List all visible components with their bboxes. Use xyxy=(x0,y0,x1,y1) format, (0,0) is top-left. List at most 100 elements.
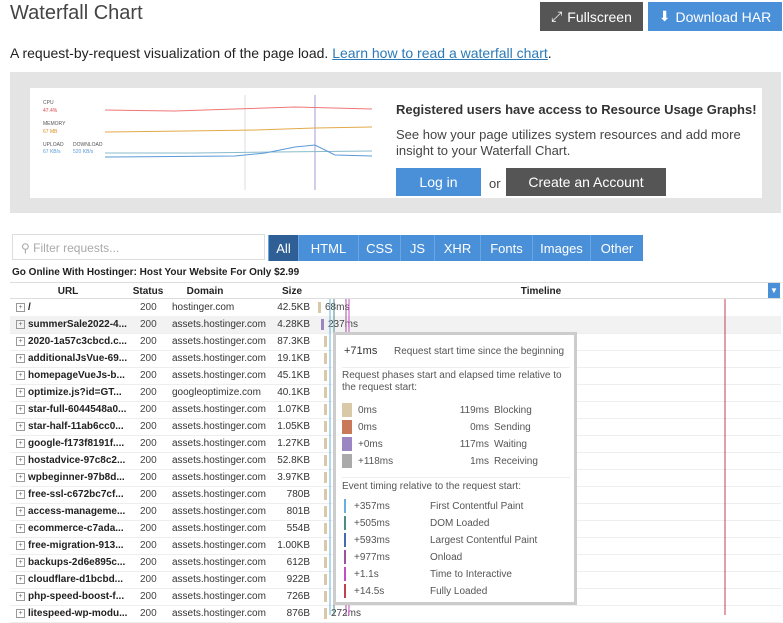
memory-value: 67 MB xyxy=(43,129,58,135)
memory-line xyxy=(104,126,372,133)
upload-value: 67 KB/s xyxy=(43,149,61,155)
filter-tab[interactable]: HTML xyxy=(298,235,358,261)
cpu-line xyxy=(104,106,372,112)
domain: assets.hostinger.com xyxy=(172,438,266,449)
phase-duration: 1ms xyxy=(470,456,489,467)
timeline-bar xyxy=(324,353,327,364)
timeline-bar xyxy=(321,319,324,330)
filter-tab[interactable]: Fonts xyxy=(480,235,532,261)
filter-tab[interactable]: All xyxy=(268,235,298,261)
event-time: +1.1s xyxy=(354,569,379,580)
download-button[interactable]: ⬇ Download HAR xyxy=(648,2,782,31)
size: 40.1KB xyxy=(277,387,310,398)
phase-name: Sending xyxy=(494,422,531,433)
timeline-bar xyxy=(324,455,327,466)
download-label: DOWNLOAD xyxy=(73,142,103,148)
event-swatch xyxy=(344,567,346,581)
url: free-ssl-c672bc7cf... xyxy=(28,489,124,500)
column-header: Domain xyxy=(186,286,224,297)
filter-tab[interactable]: Images xyxy=(532,235,590,261)
or: or xyxy=(489,176,501,191)
url: wpbeginner-97b8d... xyxy=(28,472,125,483)
timeline-bar xyxy=(324,523,327,534)
table-row[interactable]: + php-speed-boost-f... 200 assets.hostinger… xyxy=(10,588,781,606)
phase-swatch xyxy=(342,420,352,434)
timeline-bar xyxy=(324,540,327,551)
start: +71ms xyxy=(344,345,378,357)
event-name: Onload xyxy=(430,552,463,563)
phase-duration: 0ms xyxy=(470,422,489,433)
domain: assets.hostinger.com xyxy=(172,591,266,602)
status: 200 xyxy=(140,404,157,415)
intro-end: . xyxy=(547,45,552,61)
domain: assets.hostinger.com xyxy=(172,455,266,466)
status: 200 xyxy=(140,608,157,619)
learn-link[interactable]: Learn how to read a waterfall chart xyxy=(332,45,548,61)
filter-tab[interactable]: CSS xyxy=(358,235,400,261)
size: 87.3KB xyxy=(277,336,310,347)
column-header: Status xyxy=(132,286,164,297)
url: php-speed-boost-f... xyxy=(28,591,125,602)
expand-icon: + xyxy=(16,303,25,312)
filter-tab[interactable]: JS xyxy=(400,235,434,261)
event-time: +593ms xyxy=(354,535,390,546)
status: 200 xyxy=(140,370,157,381)
cpu-value: 47.4% xyxy=(43,108,58,114)
table-header xyxy=(10,282,781,299)
timeline-bar xyxy=(318,302,321,313)
size: 42.5KB xyxy=(277,302,310,313)
title: Waterfall Chart xyxy=(10,2,143,24)
domain: assets.hostinger.com xyxy=(172,370,266,381)
upload-line xyxy=(105,150,372,154)
timeline-bar xyxy=(324,421,327,432)
upload-label: UPLOAD xyxy=(43,142,64,148)
expand-icon: + xyxy=(16,558,25,567)
event-time: +977ms xyxy=(354,552,390,563)
domain: assets.hostinger.com xyxy=(172,523,266,534)
expand-icon: + xyxy=(16,524,25,533)
expand-icon: + xyxy=(16,371,25,380)
label: Fullscreen xyxy=(567,8,632,25)
size: 45.1KB xyxy=(277,370,310,381)
tooltip: +71ms Request start time since the begin… xyxy=(333,332,577,605)
page-title: Go Online With Hostinger: Host Your Webs… xyxy=(12,267,300,278)
login-button[interactable]: Log in xyxy=(396,168,481,196)
url: 2020-1a57c3cbcd.c... xyxy=(28,336,127,347)
filter-tab[interactable]: Other xyxy=(590,235,643,261)
create-account-button[interactable]: Create an Account xyxy=(506,168,666,196)
phase-start: 0ms xyxy=(358,422,377,433)
status: 200 xyxy=(140,574,157,585)
column-header: URL xyxy=(57,286,79,297)
expand-icon: + xyxy=(16,490,25,499)
timeline-bar xyxy=(324,489,327,500)
expand-icon: + xyxy=(16,507,25,516)
fullscreen-button[interactable]: ⤢ Fullscreen xyxy=(540,2,643,31)
timeline-bar xyxy=(324,370,327,381)
status: 200 xyxy=(140,387,157,398)
expand-icon: + xyxy=(16,439,25,448)
event-swatch xyxy=(344,584,346,598)
event-swatch xyxy=(344,533,346,547)
expand-icon: + xyxy=(16,575,25,584)
url: google-f173f8191f.... xyxy=(28,438,125,449)
phase-swatch xyxy=(342,403,352,417)
filter-tab[interactable]: XHR xyxy=(434,235,480,261)
filter-input[interactable]: ⚲ Filter requests... xyxy=(12,234,265,260)
timeline-menu[interactable]: ▼ xyxy=(768,283,780,298)
event-name: DOM Loaded xyxy=(430,518,490,529)
url: cloudflare-d1bcbd... xyxy=(28,574,124,585)
domain: assets.hostinger.com xyxy=(172,336,266,347)
status: 200 xyxy=(140,523,157,534)
size: 726B xyxy=(286,591,310,602)
event-name: Fully Loaded xyxy=(430,586,488,597)
expand-icon: + xyxy=(16,592,25,601)
status: 200 xyxy=(140,557,157,568)
url: additionalJsVue-69... xyxy=(28,353,128,364)
expand-icon: + xyxy=(16,456,25,465)
size: 922B xyxy=(286,574,310,585)
domain: assets.hostinger.com xyxy=(172,540,266,551)
expand-icon: + xyxy=(16,388,25,397)
url: litespeed-wp-modu... xyxy=(28,608,128,619)
domain: assets.hostinger.com xyxy=(172,353,266,364)
